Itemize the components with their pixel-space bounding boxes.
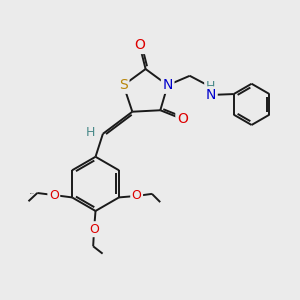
Text: methyl: methyl [30,192,34,194]
Text: S: S [119,78,128,92]
Text: O: O [177,112,188,126]
Text: O: O [134,38,145,52]
Text: N: N [206,88,216,102]
Text: O: O [132,189,142,203]
Text: O: O [49,188,59,202]
Text: H: H [206,80,215,93]
Text: H: H [86,126,95,139]
Text: N: N [163,78,173,92]
Text: methyl: methyl [37,182,86,196]
Text: N: N [206,88,216,102]
Text: O: O [89,223,99,236]
